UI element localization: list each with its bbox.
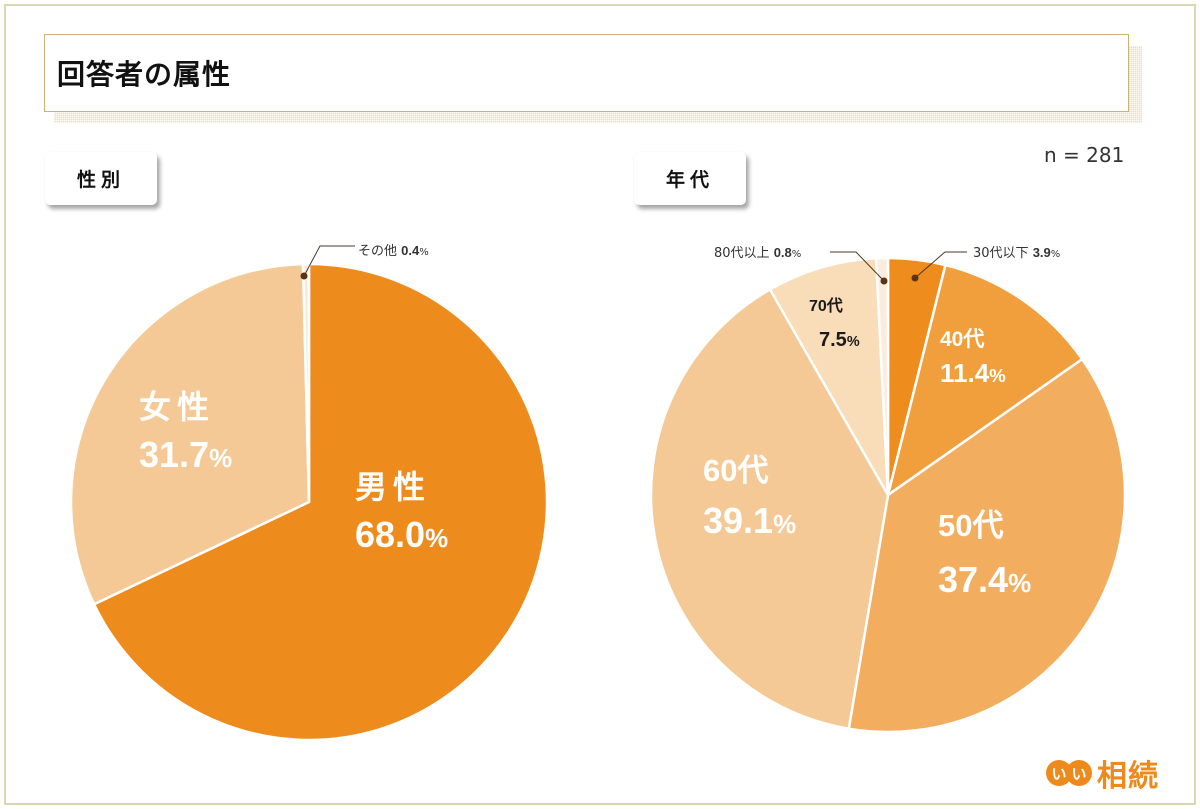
percent-sign: % — [419, 247, 429, 258]
pie-slice-3 — [301, 262, 311, 504]
logo-text: 相続 — [1097, 759, 1159, 794]
callout-other-pct: 0.4 — [401, 243, 420, 258]
label-male-pct: 68.0 — [355, 514, 426, 555]
leader-line-other — [303, 245, 355, 277]
leader-dot-other — [300, 272, 308, 280]
section-label-gender: 性別 — [45, 152, 157, 205]
callout-80s-name: 80代以上 — [714, 246, 770, 261]
callout-other: その他 0.4% — [358, 240, 429, 259]
label-female-name: 女性 — [139, 389, 216, 425]
pie-slice-1 — [92, 262, 549, 742]
percent-sign: % — [989, 365, 1006, 386]
callout-30s: 30代以下 3.9% — [973, 242, 1060, 261]
label-female-pct: 31.7 — [139, 434, 210, 475]
logo-mark: い い — [1046, 760, 1092, 786]
pie-chart-age — [649, 256, 1127, 734]
pie-slice-4 — [649, 288, 890, 730]
brand-logo: い い 相続 — [1046, 753, 1159, 794]
leader-lines — [303, 245, 967, 282]
percent-sign: % — [773, 511, 797, 539]
leader-line-80s — [830, 251, 885, 282]
pie-slice-5 — [768, 257, 890, 497]
sample-size: n = 281 — [1044, 143, 1125, 167]
label-60s: 60代 39.1% — [703, 455, 796, 539]
leader-dots — [300, 272, 919, 285]
callout-80s: 80代以上 0.8% — [714, 242, 801, 261]
label-40s-pct: 11.4 — [940, 358, 990, 388]
callout-30s-name: 30代以下 — [973, 246, 1029, 261]
percent-sign: % — [791, 249, 802, 260]
pie-slice-2 — [886, 263, 1084, 497]
section-label-age: 年代 — [634, 152, 746, 205]
percent-sign: % — [1008, 570, 1032, 598]
label-40s: 40代 11.4% — [940, 329, 1006, 386]
percent-sign: % — [209, 445, 233, 473]
page-title: 回答者の属性 — [57, 58, 232, 91]
label-female: 女性 31.7% — [139, 391, 232, 473]
percent-sign: % — [1050, 249, 1061, 260]
callout-80s-pct: 0.8 — [773, 245, 792, 260]
label-70s-pct: 7.5 — [819, 329, 847, 351]
label-50s: 50代 37.4% — [938, 510, 1031, 598]
percent-sign: % — [425, 525, 449, 553]
logo-bubble-2: い — [1066, 760, 1092, 786]
label-male: 男性 68.0% — [355, 471, 448, 553]
leader-line-30s — [914, 251, 967, 279]
label-50s-pct: 37.4 — [938, 559, 1009, 600]
title-box: 回答者の属性 — [44, 34, 1129, 112]
pie-slice-3 — [847, 357, 1127, 734]
callout-other-name: その他 — [358, 244, 398, 259]
pie-slice-6 — [874, 256, 890, 497]
pie-slice-2 — [69, 262, 311, 606]
leader-dot-30s — [911, 274, 919, 282]
label-60s-pct: 39.1 — [703, 500, 774, 541]
label-male-name: 男性 — [355, 469, 432, 505]
label-50s-name: 50代 — [938, 508, 1004, 543]
percent-sign: % — [846, 334, 860, 350]
label-70s-name: 70代 — [809, 298, 843, 315]
callout-30s-pct: 3.9 — [1032, 245, 1051, 260]
label-40s-name: 40代 — [940, 328, 985, 351]
pie-chart-gender — [69, 262, 549, 742]
leader-dot-80s — [880, 277, 888, 285]
label-70s: 70代 7.5% — [809, 298, 860, 351]
label-60s-name: 60代 — [703, 453, 769, 488]
